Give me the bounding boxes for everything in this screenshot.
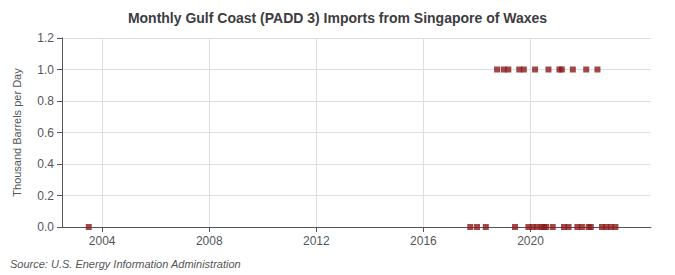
svg-text:0.0: 0.0 xyxy=(37,220,54,234)
svg-text:Source: U.S. Energy Informatio: Source: U.S. Energy Information Administ… xyxy=(10,258,241,270)
svg-text:0.4: 0.4 xyxy=(37,157,54,171)
svg-text:0.2: 0.2 xyxy=(37,189,54,203)
svg-text:2016: 2016 xyxy=(410,234,437,248)
svg-text:1.2: 1.2 xyxy=(37,31,54,45)
svg-text:2004: 2004 xyxy=(89,234,116,248)
svg-text:2020: 2020 xyxy=(517,234,544,248)
svg-text:1.0: 1.0 xyxy=(37,63,54,77)
svg-text:0.8: 0.8 xyxy=(37,94,54,108)
svg-text:Monthly Gulf Coast (PADD 3) Im: Monthly Gulf Coast (PADD 3) Imports from… xyxy=(128,10,547,26)
svg-text:2008: 2008 xyxy=(196,234,223,248)
svg-text:Thousand Barrels per Day: Thousand Barrels per Day xyxy=(11,68,23,197)
svg-text:2012: 2012 xyxy=(303,234,330,248)
svg-text:0.6: 0.6 xyxy=(37,126,54,140)
